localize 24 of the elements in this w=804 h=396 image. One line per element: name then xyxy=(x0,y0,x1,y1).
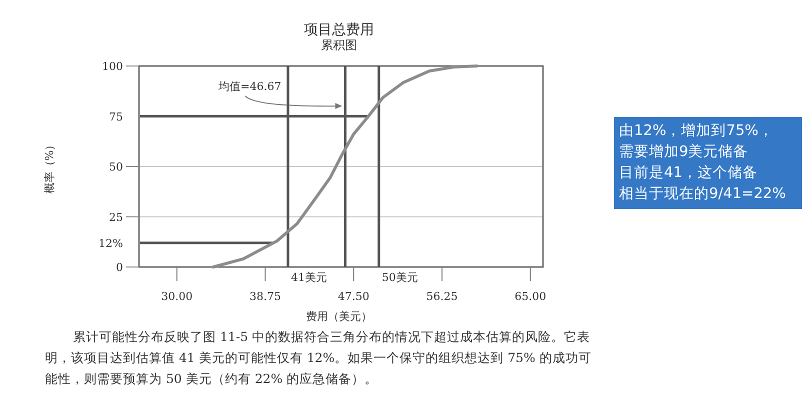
y-tick-label: 100 xyxy=(102,60,123,73)
x-tick-label: 56.25 xyxy=(426,290,458,303)
text: 目前是41，这个储备 xyxy=(619,164,758,183)
x-tick-label: 65.00 xyxy=(514,290,546,303)
text: 由12%，增加到75%， xyxy=(619,122,774,141)
text: 需要增加9美元储备 xyxy=(619,142,750,162)
y-tick-label: 50 xyxy=(109,160,123,174)
chart-title: 项目总费用 xyxy=(304,22,374,38)
x-axis-title: 费用（美元） xyxy=(306,310,372,323)
ref-line-label: 41美元 xyxy=(290,271,327,284)
line-series xyxy=(212,64,478,268)
chart-subtitle: 累积图 xyxy=(321,38,357,52)
ref-line-label: 均值=46.67 xyxy=(218,80,282,93)
y-tick-label: 25 xyxy=(109,210,123,224)
y-axis-title: 概率（%） xyxy=(43,139,56,194)
y-tick-label: 0 xyxy=(116,261,123,274)
x-tick-label: 47.50 xyxy=(338,290,370,303)
text: 相当于现在的9/41=22% xyxy=(619,185,787,204)
x-tick-label: 30.00 xyxy=(161,290,193,303)
ref-line-label: 50美元 xyxy=(382,271,418,284)
text: 累计可能性分布反映了图 11-5 中的数据符合三角分布的情况下超过成本估算的风险。它表明，该项目达到估算值 41 美元的可能性仅有 12%。如果一个保守的组织想达到 75% 的成功可能性，则需要预算为 50 美元（约有 22% 的应急储备）。 xyxy=(45,328,592,388)
y-tick-label: 75 xyxy=(109,110,123,124)
y-tick-label: 12% xyxy=(98,236,123,250)
x-tick-label: 38.75 xyxy=(250,290,281,303)
